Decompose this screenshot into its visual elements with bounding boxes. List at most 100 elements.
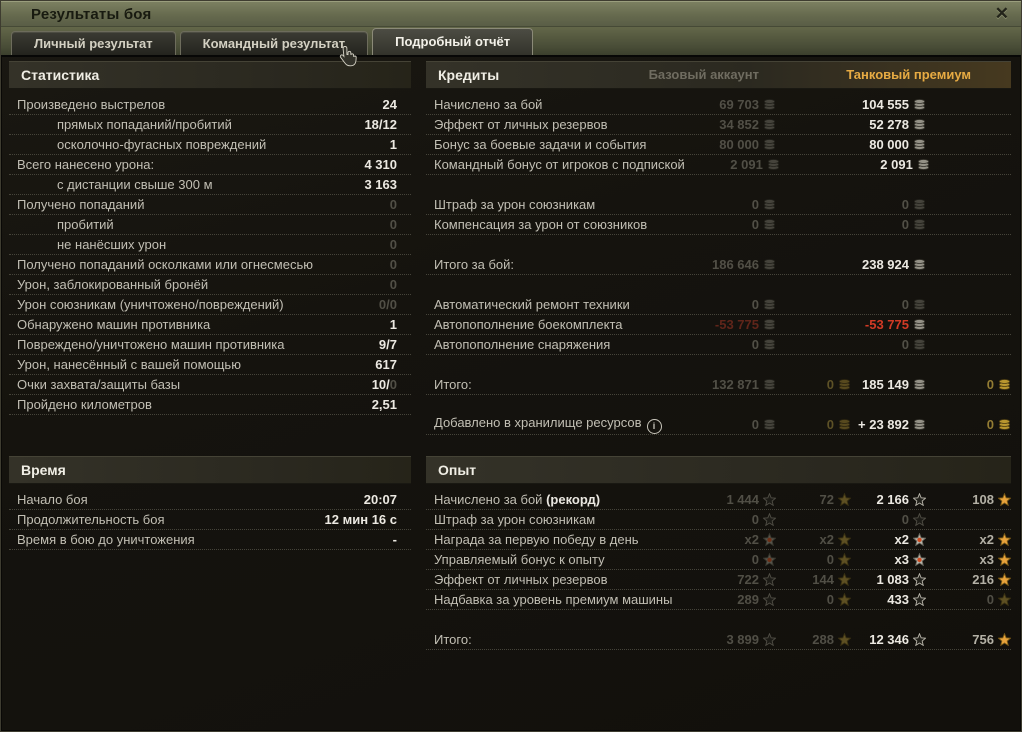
table-row: пробитий 0	[9, 215, 411, 235]
cell-value: 0	[901, 217, 909, 232]
value-cell: 104 555	[851, 97, 926, 112]
table-row: прямых попаданий/пробитий 18/12	[9, 115, 411, 135]
cell-value: 0	[751, 417, 759, 432]
table-row: Пройдено километров 2,51	[9, 395, 411, 415]
star-gold-dim-icon	[838, 633, 851, 646]
star-silver-dim-icon	[763, 573, 776, 586]
value-cell: 0	[851, 512, 926, 527]
row-label: Получено попаданий осколками или огнесме…	[17, 257, 313, 272]
cell-value: 0	[901, 297, 909, 312]
value-bright: 3 163	[364, 177, 397, 192]
value-cell: 2 091	[685, 157, 780, 172]
cell-value: 3 899	[726, 632, 759, 647]
statistics-header: Статистика	[9, 61, 411, 89]
value-cell: 289	[681, 592, 776, 607]
value-cell: 2 166	[851, 492, 926, 507]
row-value: 18/12	[364, 117, 397, 132]
row-label: Управляемый бонус к опыту	[434, 552, 605, 567]
value-cell: -53 775	[851, 317, 926, 332]
credits-rows: Начислено за бой 69 703 104 555 Эффект от л…	[426, 95, 1011, 435]
coin-silver-icon	[913, 319, 926, 330]
cell-value: x2	[819, 532, 834, 547]
row-label: не нанёсших урон	[57, 237, 167, 252]
info-icon[interactable]: i	[646, 419, 662, 434]
star-gold-dim-icon	[838, 573, 851, 586]
cell-value: 34 852	[719, 117, 759, 132]
value-cell: 34 852	[681, 117, 776, 132]
tab-detailed-report[interactable]: Подробный отчёт	[372, 28, 534, 55]
cell-value: + 23 892	[858, 417, 909, 432]
coin-gold-dim-icon	[838, 379, 851, 390]
value-bright: 9/7	[378, 337, 397, 352]
row-gap	[426, 395, 1011, 415]
table-row: Штраф за урон союзникам 0 0	[426, 195, 1011, 215]
value-dim: 0	[389, 217, 397, 232]
value-cell: 0	[681, 552, 776, 567]
coin-silver-icon	[913, 99, 926, 110]
cell-value: -53 775	[714, 317, 759, 332]
table-row: с дистанции свыше 300 м 3 163	[9, 175, 411, 195]
value-cell: x2	[926, 532, 1011, 547]
value-dim: 0	[389, 237, 397, 252]
tab-team-result[interactable]: Командный результат	[179, 31, 369, 55]
star-gold-icon	[998, 573, 1011, 586]
row-gap	[426, 355, 1011, 375]
value-cell: 144	[776, 572, 851, 587]
table-row: Урон союзникам (уничтожено/повреждений) 0…	[9, 295, 411, 315]
coin-silver-dim-icon	[767, 159, 780, 170]
star-x2-dim-icon	[763, 553, 776, 566]
cell-value: 2 091	[880, 157, 913, 172]
star-x2-icon	[913, 533, 926, 546]
table-row: Получено попаданий осколками или огнесме…	[9, 255, 411, 275]
row-label: Эффект от личных резервов	[434, 117, 608, 132]
cell-value: 12 346	[869, 632, 909, 647]
row-value: -	[393, 532, 397, 547]
row-value: 12 мин 16 с	[325, 512, 397, 527]
row-label: прямых попаданий/пробитий	[57, 117, 232, 132]
coin-silver-icon	[913, 139, 926, 150]
cell-value: 0	[826, 377, 834, 392]
cell-value: 0	[986, 417, 994, 432]
tab-personal-result[interactable]: Личный результат	[11, 31, 176, 55]
value-cell: 72	[776, 492, 851, 507]
star-x2-icon	[913, 553, 926, 566]
coin-silver-dim-icon	[763, 119, 776, 130]
row-label: осколочно-фугасных повреждений	[57, 137, 267, 152]
star-silver-icon	[913, 573, 926, 586]
coin-silver-dim-icon	[763, 259, 776, 270]
value-bright: 2,51	[371, 397, 397, 412]
row-value: 617	[375, 357, 397, 372]
table-row: Надбавка за уровень премиум машины 289 0 43…	[426, 590, 1011, 610]
value-cell: 0	[776, 552, 851, 567]
row-label: Эффект от личных резервов	[434, 572, 608, 587]
star-gold-dim-icon	[998, 593, 1011, 606]
coin-silver-dim-icon	[763, 299, 776, 310]
cell-value: 2 166	[876, 492, 909, 507]
cell-value: x2	[894, 532, 909, 547]
value-dim: 0	[389, 257, 397, 272]
table-row: Очки захвата/защиты базы 10/0	[9, 375, 411, 395]
table-row: Урон, заблокированный бронёй 0	[9, 275, 411, 295]
row-label: Повреждено/уничтожено машин противника	[17, 337, 285, 352]
star-gold-dim-icon	[838, 553, 851, 566]
cell-value: 2 091	[730, 157, 763, 172]
table-row: Начислено за бой (рекорд) 1 444 72 2 166 108	[426, 490, 1011, 510]
row-label: Штраф за урон союзникам	[434, 197, 596, 212]
close-icon[interactable]: ✕	[994, 4, 1009, 23]
coin-silver-dim-icon	[763, 319, 776, 330]
row-label: Компенсация за урон от союзников	[434, 217, 648, 232]
value-cell: x2	[681, 532, 776, 547]
row-value: 0/0	[379, 297, 397, 312]
time-rows: Начало боя 20:07 Продолжительность боя 12 м…	[9, 490, 411, 550]
star-silver-icon	[913, 493, 926, 506]
coin-silver-dim-icon	[913, 299, 926, 310]
row-value: 2,51	[372, 397, 397, 412]
star-x2-dim-icon	[763, 533, 776, 546]
cell-value: 0	[986, 377, 994, 392]
cell-value: 185 149	[862, 377, 909, 392]
value-cell: 132 871	[681, 377, 776, 392]
value-bright: 20:07	[363, 492, 397, 507]
table-row: Бонус за боевые задачи и события 80 000 80…	[426, 135, 1011, 155]
value-cell: 216	[926, 572, 1011, 587]
